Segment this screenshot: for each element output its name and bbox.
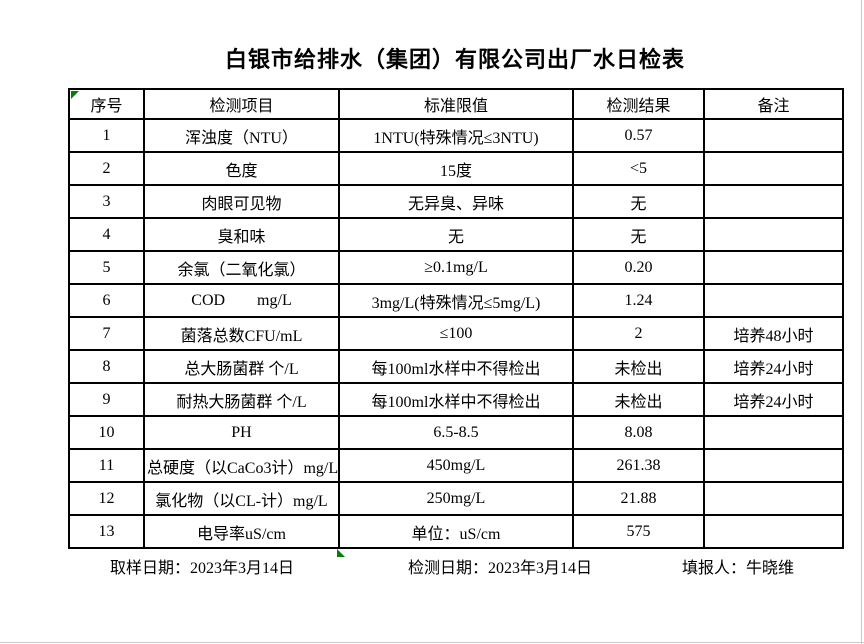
table-row: 4 臭和味无无 xyxy=(68,217,844,252)
remark-cell xyxy=(703,217,844,252)
remark-cell xyxy=(703,448,844,483)
standard-cell: 6.5-8.5 xyxy=(338,415,574,450)
column-header-remark: 备注 xyxy=(703,88,844,120)
page-title: 白银市给排水（集团）有限公司出厂水日检表 xyxy=(224,47,685,72)
remark-cell: 培养24小时 xyxy=(703,349,844,384)
standard-cell: 450mg/L xyxy=(338,448,574,483)
item-cell: 总硬度（以CaCo3计）mg/L xyxy=(143,448,340,483)
item-cell: 菌落总数CFU/mL xyxy=(143,316,340,351)
result-cell: 未检出 xyxy=(572,349,705,384)
row-index-cell: 12 xyxy=(68,481,145,516)
item-cell: 电导率uS/cm xyxy=(143,514,340,549)
row-index-cell: 1 xyxy=(68,118,145,153)
table-row: 7 菌落总数CFU/mL ≤100 2 培养48小时 xyxy=(68,316,844,351)
column-header-index: 序号 xyxy=(68,88,145,120)
window-edge-right xyxy=(861,0,862,644)
item-cell: 色度 xyxy=(143,151,340,186)
table-row: 11 总硬度（以CaCo3计）mg/L 450mg/L 261.38 xyxy=(68,448,844,483)
remark-cell xyxy=(703,250,844,285)
table-body: 1 浑浊度（NTU） 1NTU(特殊情况≤3NTU) 0.57 2 色度 15度 <5 3 肉眼可… xyxy=(68,118,844,549)
table-row: 1 浑浊度（NTU） 1NTU(特殊情况≤3NTU) 0.57 xyxy=(68,118,844,153)
remark-cell: 培养48小时 xyxy=(703,316,844,351)
table-row: 13 电导率uS/cm 单位：uS/cm 575 xyxy=(68,514,844,549)
standard-cell: 3mg/L(特殊情况≤5mg/L) xyxy=(338,283,574,318)
standard-cell: 每100ml水样中不得检出 xyxy=(338,349,574,384)
result-cell: 无 xyxy=(572,217,705,252)
standard-cell: 每100ml水样中不得检出 xyxy=(338,382,574,417)
item-cell: 余氯（二氧化氯） xyxy=(143,250,340,285)
item-cell: 氯化物（以CL-计）mg/L xyxy=(143,481,340,516)
cell-error-indicator-icon xyxy=(71,91,79,99)
standard-cell: 15度 xyxy=(338,151,574,186)
test-date: 检测日期：2023年3月14日 xyxy=(408,560,593,577)
row-index-cell: 10 xyxy=(68,415,145,450)
item-cell: 总大肠菌群 个/L xyxy=(143,349,340,384)
result-cell: 1.24 xyxy=(572,283,705,318)
remark-cell xyxy=(703,514,844,549)
standard-cell: 无异臭、异味 xyxy=(338,184,574,219)
table-row: 12 氯化物（以CL-计）mg/L 250mg/L 21.88 xyxy=(68,481,844,516)
item-cell: 臭和味 xyxy=(143,217,340,252)
row-index-cell: 4 xyxy=(68,217,145,252)
result-cell: 21.88 xyxy=(572,481,705,516)
result-cell: 无 xyxy=(572,184,705,219)
row-index-cell: 5 xyxy=(68,250,145,285)
row-index-cell: 2 xyxy=(68,151,145,186)
standard-cell: 单位：uS/cm xyxy=(338,514,574,549)
result-cell: 8.08 xyxy=(572,415,705,450)
result-cell: 2 xyxy=(572,316,705,351)
column-header-item: 检测项目 xyxy=(143,88,340,120)
row-index-cell: 11 xyxy=(68,448,145,483)
remark-cell xyxy=(703,481,844,516)
result-cell: 575 xyxy=(572,514,705,549)
standard-cell: 250mg/L xyxy=(338,481,574,516)
row-index-cell: 7 xyxy=(68,316,145,351)
standard-cell: 1NTU(特殊情况≤3NTU) xyxy=(338,118,574,153)
row-index-cell: 13 xyxy=(68,514,145,549)
inspection-table: 序号 检测项目 标准限值 检测结果 备注 1 浑浊度（NTU） 1NTU(特殊情况≤… xyxy=(68,88,844,549)
table-row: 10 PH 6.5-8.5 8.08 xyxy=(68,415,844,450)
item-cell: COD mg/L xyxy=(143,283,340,318)
result-cell: 0.20 xyxy=(572,250,705,285)
cell-error-indicator-icon xyxy=(337,549,345,557)
result-cell: 未检出 xyxy=(572,382,705,417)
standard-cell: ≤100 xyxy=(338,316,574,351)
row-index-cell: 8 xyxy=(68,349,145,384)
row-index-cell: 3 xyxy=(68,184,145,219)
item-cell: 浑浊度（NTU） xyxy=(143,118,340,153)
remark-cell xyxy=(703,151,844,186)
item-cell: 耐热大肠菌群 个/L xyxy=(143,382,340,417)
column-header-result: 检测结果 xyxy=(572,88,705,120)
row-index-cell: 6 xyxy=(68,283,145,318)
header-row: 序号 检测项目 标准限值 检测结果 备注 xyxy=(68,88,844,120)
remark-cell: 培养24小时 xyxy=(703,382,844,417)
standard-cell: 无 xyxy=(338,217,574,252)
remark-cell xyxy=(703,415,844,450)
item-cell: PH xyxy=(143,415,340,450)
table-row: 6 COD mg/L 3mg/L(特殊情况≤5mg/L) 1.24 xyxy=(68,283,844,318)
table-row: 2 色度 15度 <5 xyxy=(68,151,844,186)
table-row: 9 耐热大肠菌群 个/L 每100ml水样中不得检出 未检出 培养24小时 xyxy=(68,382,844,417)
sampling-date: 取样日期：2023年3月14日 xyxy=(110,560,295,577)
standard-cell: ≥0.1mg/L xyxy=(338,250,574,285)
table-row: 3 肉眼可见物 无异臭、异味无 xyxy=(68,184,844,219)
row-index-cell: 9 xyxy=(68,382,145,417)
table-row: 8 总大肠菌群 个/L 每100ml水样中不得检出 未检出 培养24小时 xyxy=(68,349,844,384)
window-edge-bottom xyxy=(0,642,864,643)
column-header-standard: 标准限值 xyxy=(338,88,574,120)
result-cell: <5 xyxy=(572,151,705,186)
table-row: 5 余氯（二氧化氯） ≥0.1mg/L 0.20 xyxy=(68,250,844,285)
reporter-name: 填报人：牛晓维 xyxy=(682,560,795,577)
remark-cell xyxy=(703,118,844,153)
remark-cell xyxy=(703,184,844,219)
result-cell: 0.57 xyxy=(572,118,705,153)
result-cell: 261.38 xyxy=(572,448,705,483)
remark-cell xyxy=(703,283,844,318)
item-cell: 肉眼可见物 xyxy=(143,184,340,219)
